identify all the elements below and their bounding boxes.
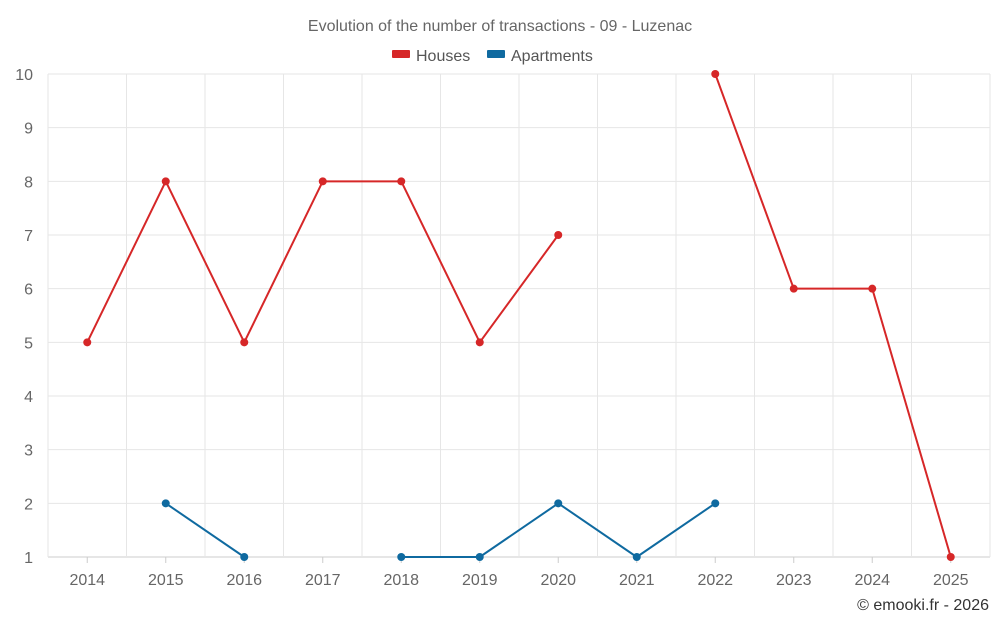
x-tick-label: 2022: [697, 572, 733, 589]
y-tick-label: 9: [24, 121, 33, 138]
x-axis: 2014 2015 2016 2017 2018 2019 2020 2021 2022 2023…: [69, 557, 969, 589]
x-tick-label: 2014: [69, 572, 105, 589]
y-tick-label: 5: [24, 335, 33, 352]
x-tick-label: 2020: [540, 572, 576, 589]
x-tick-label: 2024: [854, 572, 890, 589]
y-tick-label: 10: [15, 67, 33, 84]
data-point-apartments[interactable]: [475, 553, 484, 561]
y-tick-label: 4: [24, 389, 33, 406]
x-tick-label: 2021: [619, 572, 655, 589]
data-point-houses[interactable]: [711, 70, 720, 78]
x-tick-label: 2015: [148, 572, 184, 589]
legend-item-apartments[interactable]: Apartments: [487, 48, 593, 65]
series-line-houses: [714, 73, 952, 558]
x-tick-label: 2023: [776, 572, 812, 589]
x-tick-label: 2016: [226, 572, 262, 589]
y-tick-label: 7: [24, 228, 33, 245]
legend-swatch-apartments: [487, 50, 505, 58]
data-point-apartments[interactable]: [632, 553, 641, 561]
data-point-apartments[interactable]: [554, 499, 563, 508]
x-tick-label: 2025: [933, 572, 969, 589]
data-point-apartments[interactable]: [711, 499, 720, 508]
x-tick-label: 2017: [305, 572, 341, 589]
data-point-houses[interactable]: [83, 338, 92, 347]
gridlines: [47, 73, 991, 558]
series-layer: [83, 70, 955, 561]
data-point-houses[interactable]: [868, 284, 877, 293]
series-line-houses: [86, 180, 560, 344]
series-houses: [83, 70, 955, 561]
data-point-houses[interactable]: [475, 338, 484, 347]
y-tick-label: 2: [24, 496, 33, 513]
credit-text: © emooki.fr - 2026: [857, 597, 989, 614]
series-apartments: [161, 499, 720, 561]
y-axis: 1 2 3 4 5 6 7 8 9 10: [15, 67, 33, 567]
y-tick-label: 1: [24, 550, 33, 567]
data-point-houses[interactable]: [240, 338, 249, 347]
legend-label-houses: Houses: [416, 48, 470, 65]
data-point-houses[interactable]: [161, 177, 170, 186]
series-line-apartments: [165, 502, 245, 558]
data-point-apartments[interactable]: [240, 553, 249, 561]
y-tick-label: 6: [24, 282, 33, 299]
chart-title: Evolution of the number of transactions …: [308, 18, 692, 35]
series-line-apartments: [401, 502, 716, 558]
legend-label-apartments: Apartments: [511, 48, 593, 65]
legend-item-houses[interactable]: Houses: [392, 48, 470, 65]
legend[interactable]: Houses Apartments: [392, 48, 593, 65]
y-tick-label: 8: [24, 174, 33, 191]
x-tick-label: 2019: [462, 572, 498, 589]
y-tick-label: 3: [24, 443, 33, 460]
data-point-houses[interactable]: [946, 553, 955, 561]
data-point-apartments[interactable]: [397, 553, 406, 561]
data-point-houses[interactable]: [554, 231, 563, 239]
data-point-houses[interactable]: [789, 284, 798, 293]
legend-swatch-houses: [392, 50, 410, 58]
data-point-houses[interactable]: [397, 177, 406, 186]
data-point-apartments[interactable]: [161, 499, 170, 508]
data-point-houses[interactable]: [318, 177, 327, 186]
x-tick-label: 2018: [383, 572, 419, 589]
